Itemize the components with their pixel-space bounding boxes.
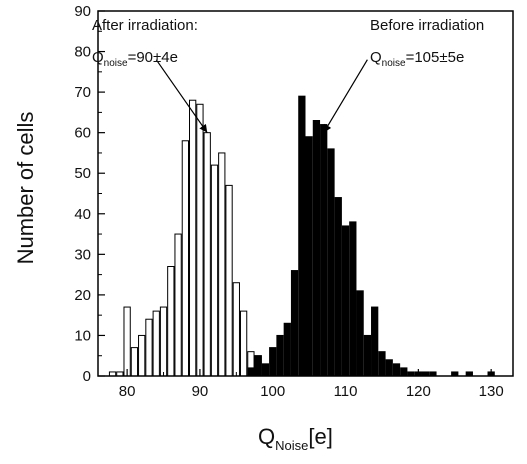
bar-after-85 (159, 306, 168, 377)
annotation-before-q-sub: noise (382, 58, 406, 69)
bar-before-113 (363, 334, 372, 377)
y-tick-label-10: 10 (74, 327, 91, 344)
x-tick-label-90: 90 (192, 383, 209, 400)
bar-after-95 (232, 282, 240, 377)
bar-after-81 (130, 347, 139, 377)
annotation-after-q: Q (92, 49, 104, 66)
bar-before-102 (283, 322, 291, 377)
bar-before-116 (385, 359, 393, 377)
bar-after-87 (174, 233, 182, 377)
y-tick-label-60: 60 (74, 125, 91, 142)
x-tick-label-110: 110 (334, 383, 358, 400)
bar-after-92 (210, 164, 219, 377)
bar-before-112 (356, 290, 364, 377)
annotation-arrows (155, 59, 368, 134)
annotation-after-value: Qnoise=90±4e (92, 49, 178, 69)
bar-before-101 (276, 334, 284, 377)
annotation-after-title: After irradiation: (92, 17, 198, 34)
x-tick-label-80: 80 (119, 383, 136, 400)
bar-before-107 (320, 124, 328, 377)
x-tick-label-120: 120 (406, 383, 431, 400)
bar-before-106 (312, 120, 321, 377)
bar-before-118 (400, 367, 408, 377)
annotation-before-q-value: =105±5e (406, 49, 465, 66)
bar-before-110 (341, 225, 350, 377)
bar-after-82 (138, 334, 146, 377)
bar-before-111 (349, 221, 357, 377)
annotation-before-value: Qnoise=105±5e (370, 49, 464, 69)
arrow-after-irradiation (155, 59, 208, 134)
y-tick-label-0: 0 (83, 368, 91, 385)
bars-layer (108, 95, 495, 377)
x-tick-label-100: 100 (260, 383, 285, 400)
bar-after-83 (145, 318, 153, 377)
bar-before-117 (392, 363, 401, 377)
y-tick-label-50: 50 (74, 165, 91, 182)
bar-after-90 (196, 103, 204, 377)
x-tick-label-130: 130 (479, 383, 504, 400)
x-axis-label: QNoise[e] (258, 424, 333, 453)
annotation-before-title: Before irradiation (370, 17, 484, 34)
y-tick-label-80: 80 (74, 44, 91, 61)
bar-after-96 (239, 310, 248, 377)
y-tick-label-70: 70 (74, 84, 91, 101)
bar-before-114 (371, 306, 379, 377)
bar-before-105 (305, 136, 313, 377)
y-axis-ticks: 0 10 20 30 40 50 60 70 80 90 (74, 3, 105, 385)
annotation-before-q: Q (370, 49, 382, 66)
bar-before-103 (290, 270, 299, 377)
bar-after-80 (123, 306, 131, 377)
x-axis-label-sub: Noise (275, 438, 308, 453)
x-axis-label-main: Q (258, 424, 275, 449)
bar-after-91 (203, 132, 211, 377)
y-tick-label-90: 90 (74, 3, 91, 20)
bar-before-108 (327, 148, 335, 377)
arrow-before-irradiation (323, 59, 368, 133)
bar-after-84 (152, 310, 160, 377)
x-axis-label-unit: [e] (308, 424, 332, 449)
y-tick-label-40: 40 (74, 206, 91, 223)
bar-after-86 (167, 266, 175, 377)
bar-before-104 (298, 95, 306, 377)
bar-after-93 (218, 152, 226, 377)
y-tick-label-20: 20 (74, 287, 91, 304)
annotation-after-q-sub: noise (104, 58, 128, 69)
bar-after-94 (225, 184, 233, 377)
bar-before-109 (334, 197, 342, 377)
bar-before-98 (254, 355, 262, 377)
bar-before-97 (247, 367, 255, 377)
x-axis-ticks: 80 90 100 110 120 130 (119, 369, 504, 400)
y-axis-label: Number of cells (13, 112, 38, 265)
bar-after-88 (181, 140, 190, 377)
y-tick-label-30: 30 (74, 246, 91, 263)
annotation-after-q-value: =90±4e (128, 49, 178, 66)
bar-before-99 (261, 363, 270, 377)
bar-after-89 (189, 99, 197, 377)
